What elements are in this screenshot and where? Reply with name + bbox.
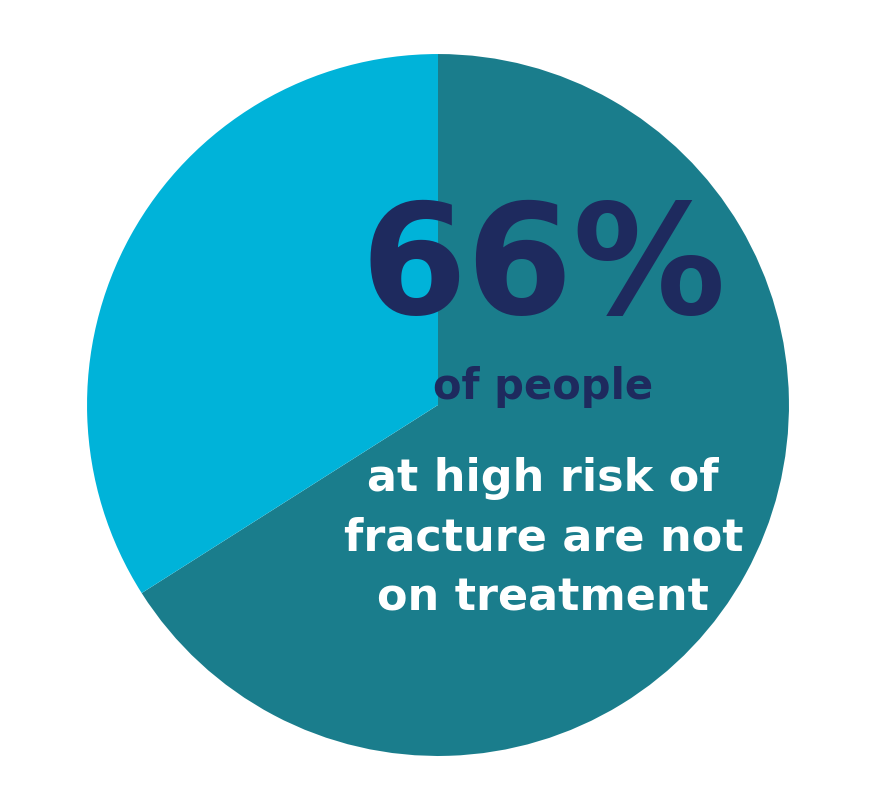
Text: of people: of people [434, 366, 653, 408]
Text: at high risk of
fracture are not
on treatment: at high risk of fracture are not on trea… [343, 457, 743, 620]
Text: 66%: 66% [360, 197, 726, 346]
Wedge shape [142, 54, 789, 756]
Wedge shape [87, 54, 438, 593]
